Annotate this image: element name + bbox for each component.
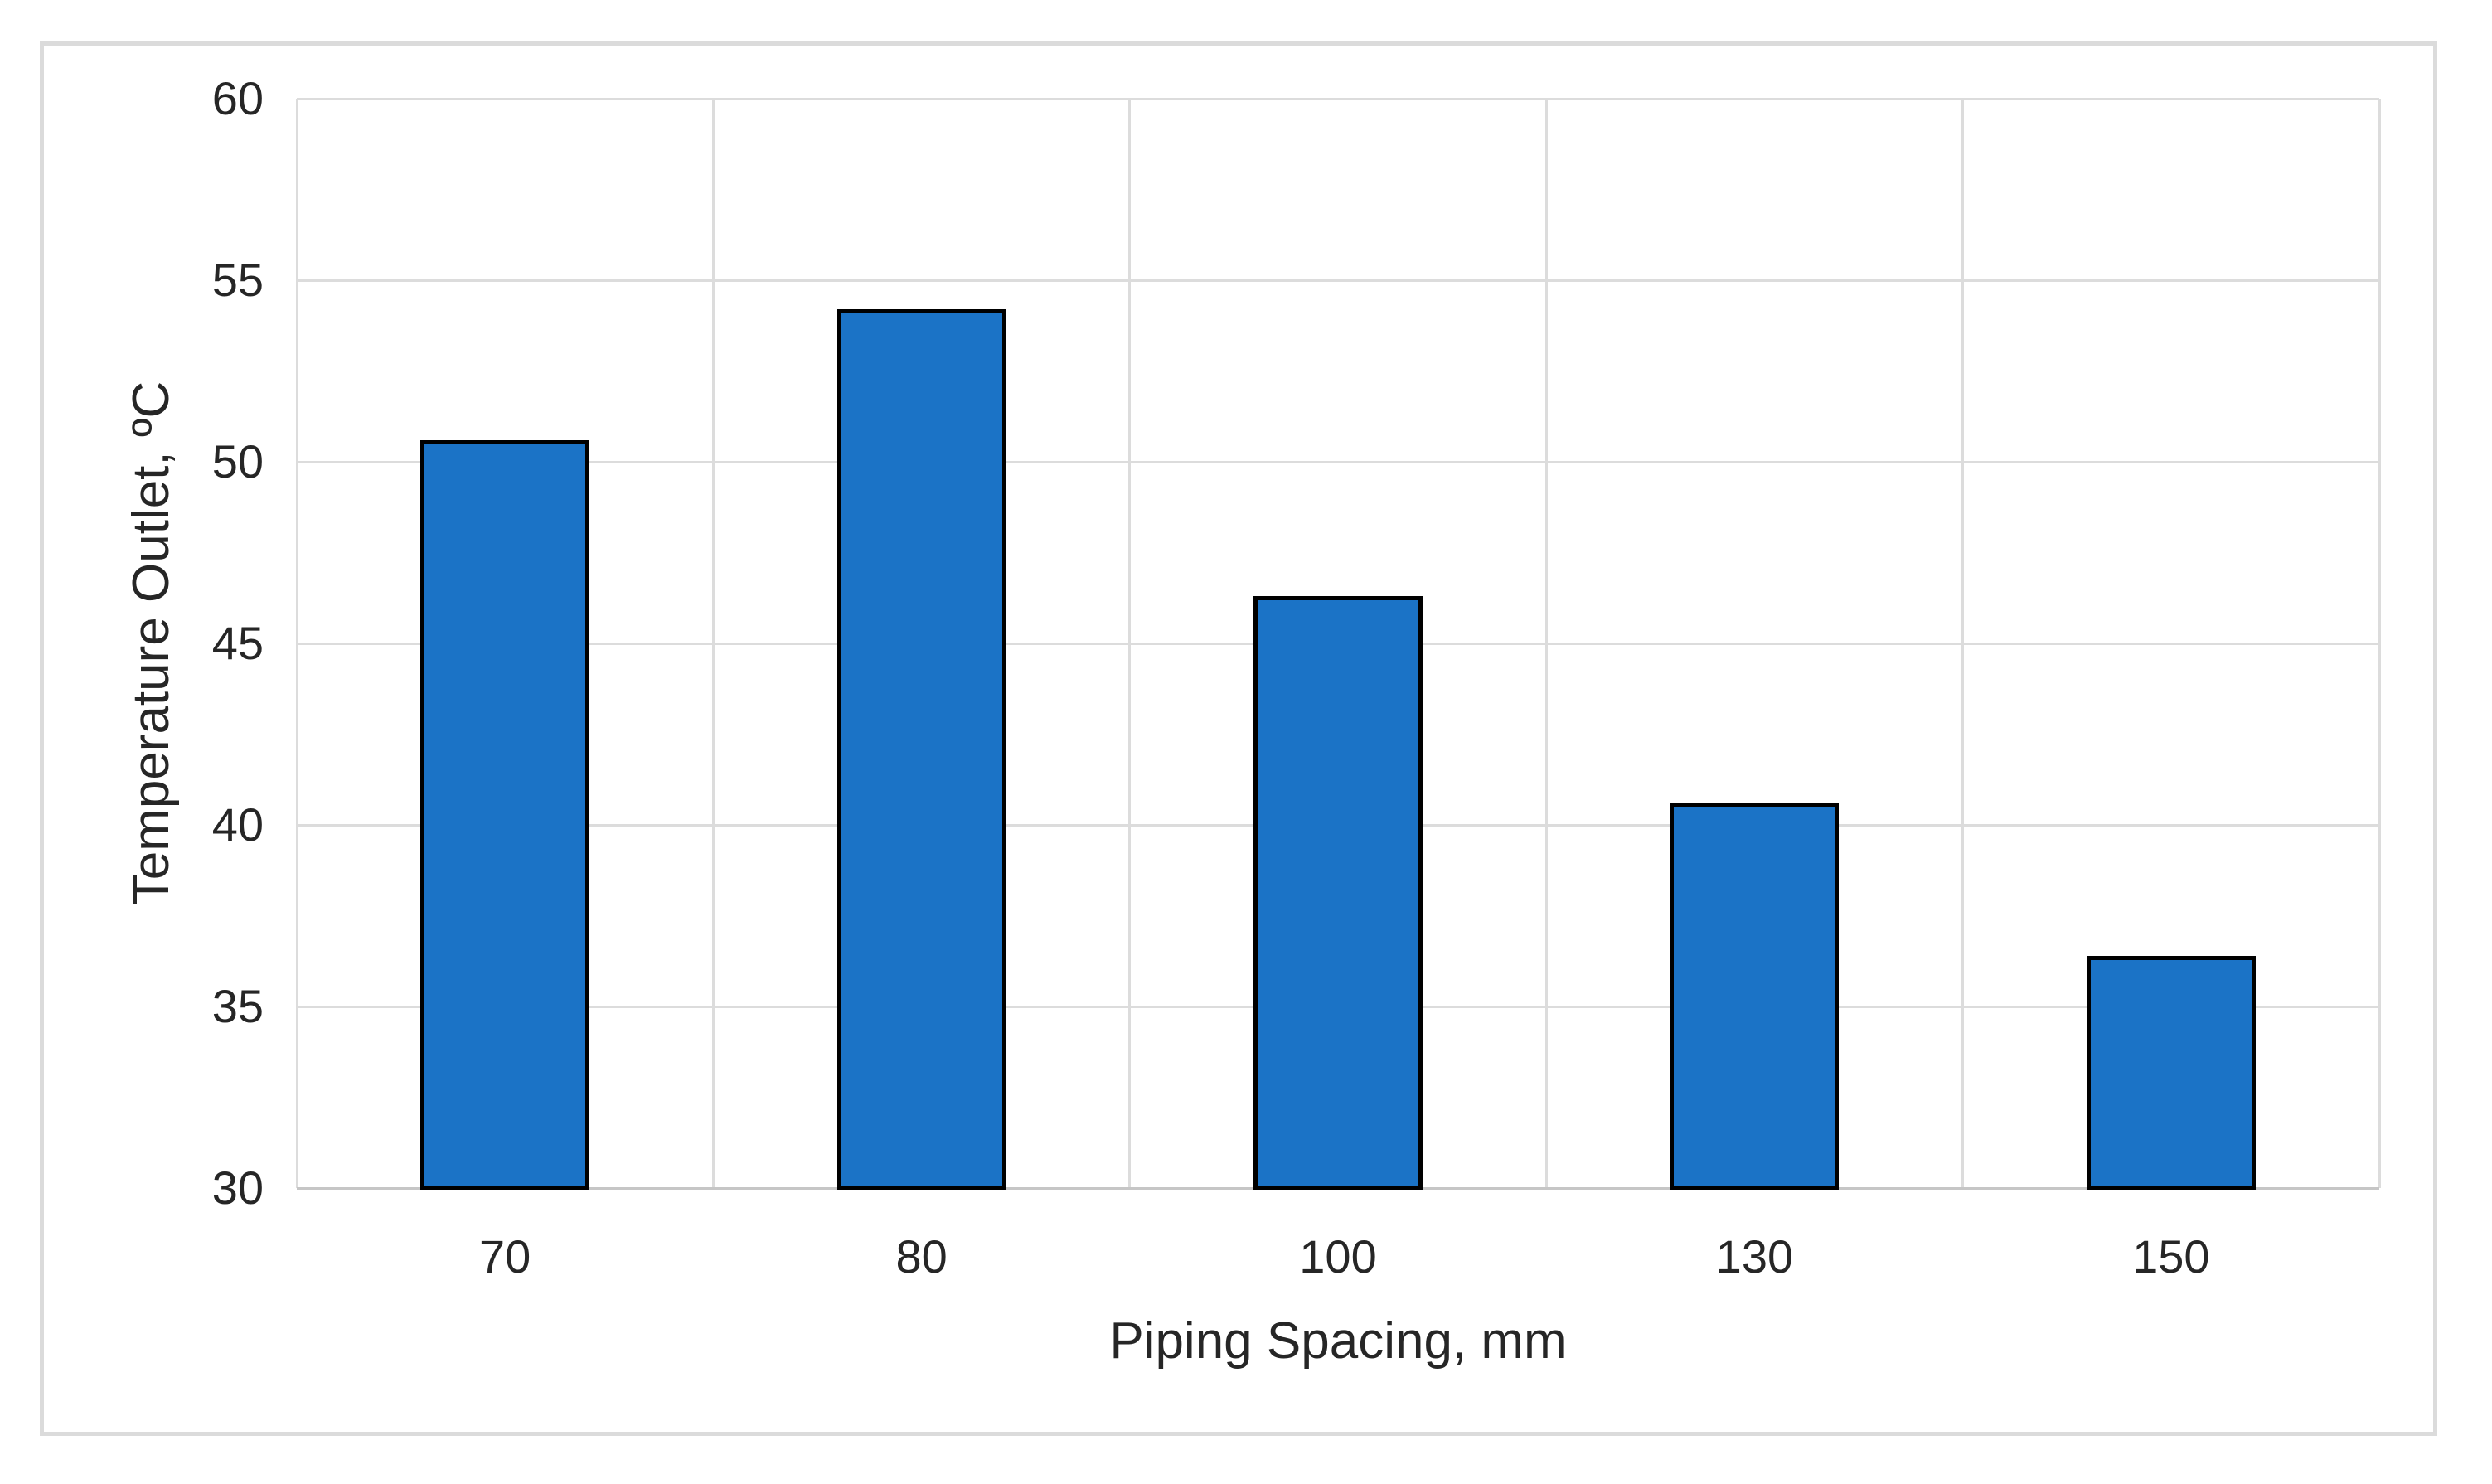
x-tick-label: 80 <box>895 1230 948 1283</box>
bar <box>1670 803 1840 1190</box>
x-tick-label: 130 <box>1715 1230 1794 1283</box>
y-tick-label: 50 <box>211 435 264 487</box>
y-axis-title: Temperature Outlet, ºC <box>123 381 180 906</box>
h-gridline <box>297 279 2379 282</box>
h-gridline <box>297 97 2379 100</box>
h-gridline <box>297 460 2379 463</box>
x-tick-label: 150 <box>2132 1230 2210 1283</box>
v-gridline <box>295 99 298 1188</box>
v-gridline <box>1544 99 1548 1188</box>
v-gridline <box>2378 99 2381 1188</box>
v-gridline <box>711 99 715 1188</box>
bar <box>420 439 590 1190</box>
bar <box>1253 596 1423 1190</box>
v-gridline <box>1128 99 1132 1188</box>
y-tick-label: 30 <box>211 1161 264 1214</box>
y-tick-label: 40 <box>211 798 264 851</box>
bar <box>836 309 1006 1190</box>
x-axis-title: Piping Spacing, mm <box>1109 1312 1567 1370</box>
y-tick-label: 55 <box>211 254 264 306</box>
bar <box>2086 955 2256 1190</box>
y-tick-label: 60 <box>211 72 264 124</box>
v-gridline <box>1961 99 1965 1188</box>
y-tick-label: 45 <box>211 617 264 669</box>
y-tick-label: 35 <box>211 980 264 1032</box>
x-tick-label: 70 <box>479 1230 531 1283</box>
x-tick-label: 100 <box>1299 1230 1377 1283</box>
